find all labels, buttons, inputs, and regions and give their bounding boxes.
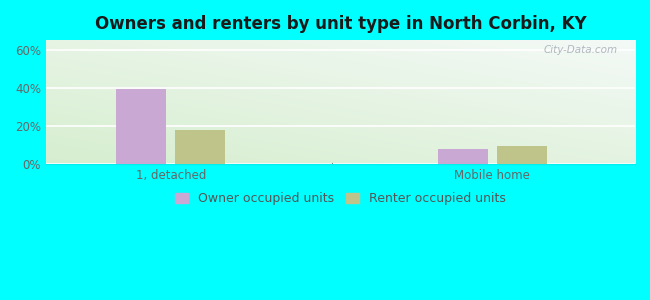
Bar [176, 130, 226, 164]
Bar [116, 89, 166, 164]
Text: City-Data.com: City-Data.com [543, 45, 618, 55]
Bar [437, 149, 488, 164]
Legend: Owner occupied units, Renter occupied units: Owner occupied units, Renter occupied un… [170, 187, 511, 210]
Title: Owners and renters by unit type in North Corbin, KY: Owners and renters by unit type in North… [95, 15, 586, 33]
Bar [497, 146, 547, 164]
